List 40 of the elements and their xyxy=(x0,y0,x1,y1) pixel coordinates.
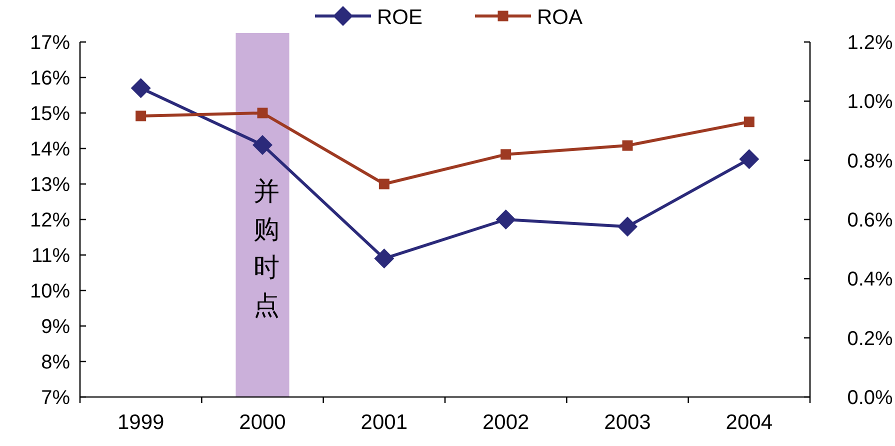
point xyxy=(252,134,272,155)
point xyxy=(136,110,146,122)
y2-tick-label: 0.0% xyxy=(847,387,894,409)
x-tick-label: 2002 xyxy=(482,411,530,434)
y-tick-label: 7% xyxy=(41,387,70,409)
y-tick-label: 17% xyxy=(30,32,70,54)
y-tick-label: 13% xyxy=(30,174,70,196)
x-tick-label: 2004 xyxy=(726,411,773,434)
y2-tick-label: 0.4% xyxy=(847,268,894,291)
y-tick-label: 15% xyxy=(30,103,70,125)
y-tick-label: 8% xyxy=(41,352,70,374)
y2-tick-label: 1.0% xyxy=(847,91,894,114)
y2-tick-label: 1.2% xyxy=(847,32,894,54)
point xyxy=(374,248,394,269)
x-tick-label: 2003 xyxy=(604,411,651,434)
point xyxy=(378,178,390,190)
point xyxy=(622,140,633,151)
legend-label: ROE xyxy=(377,6,423,29)
band-label: 并购时点 xyxy=(254,176,280,320)
x-tick-label: 2000 xyxy=(239,411,286,434)
x-tick-label: 1999 xyxy=(117,411,164,434)
y-tick-label: 10% xyxy=(30,280,70,302)
y2-tick-label: 0.6% xyxy=(847,210,894,232)
point xyxy=(500,149,512,160)
point xyxy=(618,216,638,237)
point xyxy=(130,78,151,98)
point xyxy=(257,108,268,118)
band: 并购时点 xyxy=(236,33,290,397)
point xyxy=(744,116,754,128)
y-tick-label: 11% xyxy=(31,245,70,267)
point xyxy=(496,210,516,230)
y-tick-label: 14% xyxy=(30,138,70,160)
y-tick-label: 12% xyxy=(30,210,70,232)
y-tick-label: 9% xyxy=(41,316,70,338)
legend-label: ROA xyxy=(537,6,583,29)
y2-tick-label: 0.2% xyxy=(847,328,894,350)
y2-tick-label: 0.8% xyxy=(847,150,894,172)
y-tick-label: 16% xyxy=(30,68,70,90)
point xyxy=(739,149,760,170)
x-tick-label: 2001 xyxy=(360,411,408,434)
